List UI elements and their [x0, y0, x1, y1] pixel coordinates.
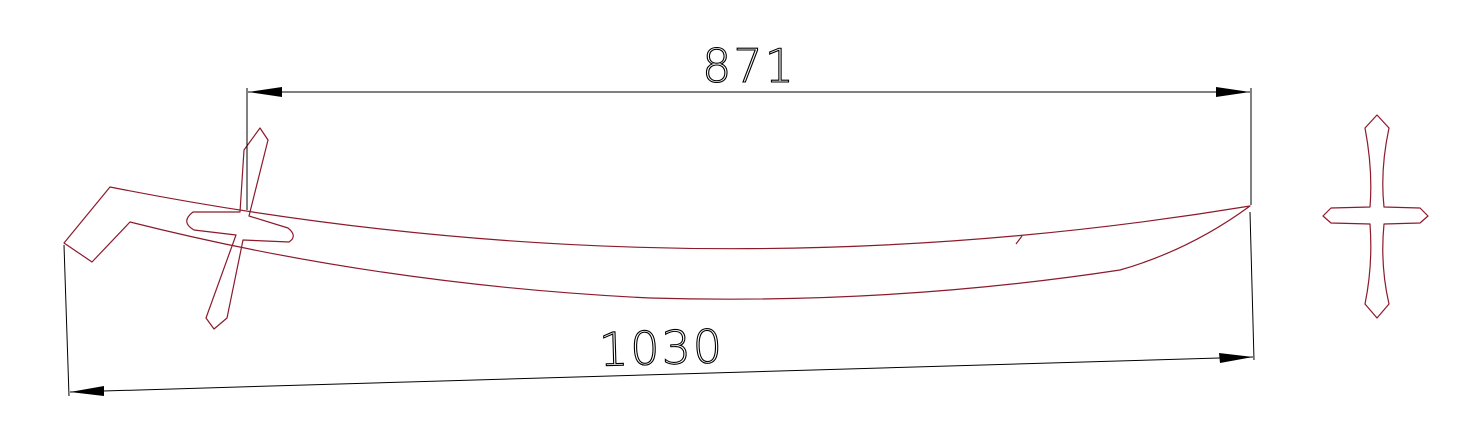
crossguard-end-view — [1322, 114, 1429, 319]
top-arrow-left — [248, 87, 282, 97]
crossguard-side — [186, 127, 294, 330]
bottom-dimension-line — [69, 356, 1254, 393]
bottom-dimension-label: 1030 — [598, 319, 725, 377]
blade-back-step — [1015, 235, 1023, 245]
top-dimension-label: 871 — [702, 39, 796, 93]
top-arrow-right — [1216, 87, 1250, 97]
blade-outline — [63, 186, 1251, 300]
bottom-arrow-left — [70, 386, 104, 396]
bottom-extension-left — [63, 244, 70, 397]
bottom-extension-right — [1249, 211, 1255, 361]
bottom-arrow-right — [1219, 353, 1253, 363]
